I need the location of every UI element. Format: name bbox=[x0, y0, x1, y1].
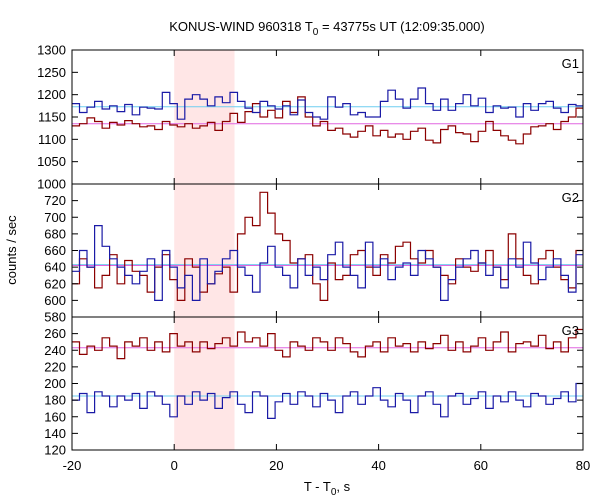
panel-g3-y-tick-label: 240 bbox=[44, 343, 66, 358]
x-tick-label: 20 bbox=[269, 458, 283, 473]
x-tick-label: 0 bbox=[171, 458, 178, 473]
chart-title-subscript: 0 bbox=[313, 27, 319, 38]
panel-g3-blue-series bbox=[72, 382, 583, 419]
x-axis-label-subscript: 0 bbox=[331, 487, 337, 498]
panel-g2-blue-series bbox=[72, 225, 583, 301]
panel-g1-blue-series bbox=[72, 87, 583, 120]
panel-g1-y-tick-label: 1250 bbox=[37, 65, 66, 80]
panel-g2-y-tick-label: 640 bbox=[44, 260, 66, 275]
x-tick-label: 40 bbox=[371, 458, 385, 473]
panel-g3-y-tick-label: 260 bbox=[44, 326, 66, 341]
panel-g2-y-tick-label: 600 bbox=[44, 293, 66, 308]
panel-g3-frame bbox=[71, 316, 584, 451]
panel-g2-y-tick-label: 680 bbox=[44, 226, 66, 241]
panel-g3-y-tick-label: 220 bbox=[44, 359, 66, 374]
panel-g3-y-tick-label: 160 bbox=[44, 409, 66, 424]
panel-g2-y-tick-label: 720 bbox=[44, 193, 66, 208]
chart-title-suffix: = 43775s UT (12:09:35.000) bbox=[318, 19, 484, 34]
panel-g3-y-tick-label: 200 bbox=[44, 376, 66, 391]
panel-g2-red-series bbox=[72, 191, 583, 301]
y-axis-label: counts / sec bbox=[4, 215, 19, 285]
panel-g1-label: G1 bbox=[562, 56, 579, 71]
x-tick-label: 60 bbox=[474, 458, 488, 473]
panel-g3-y-tick-label: 180 bbox=[44, 393, 66, 408]
panel-g3-y-tick-label: 120 bbox=[44, 443, 66, 458]
panel-g3-red-series bbox=[72, 328, 583, 360]
plot-area: 1000105011001150120012501300G15806006206… bbox=[37, 43, 590, 474]
x-tick-label: 80 bbox=[576, 458, 590, 473]
x-tick-label: -20 bbox=[63, 458, 82, 473]
panel-g3-y-tick-label: 140 bbox=[44, 426, 66, 441]
panel-g2-y-tick-label: 580 bbox=[44, 310, 66, 325]
panel-g1-y-tick-label: 1100 bbox=[38, 132, 66, 147]
panel-g2-y-tick-label: 660 bbox=[44, 243, 66, 258]
panel-g1-y-tick-label: 1050 bbox=[37, 154, 66, 169]
panel-g1-y-tick-label: 1300 bbox=[37, 43, 66, 58]
panel-g1-red-series bbox=[72, 96, 583, 145]
panel-g1-y-tick-label: 1150 bbox=[38, 110, 66, 125]
chart-title: KONUS-WIND 960318 T0 = 43775s UT (12:09:… bbox=[169, 19, 484, 38]
x-axis-label: T - T0, s bbox=[304, 479, 351, 498]
panel-g1-y-tick-label: 1000 bbox=[37, 177, 66, 192]
panel-g1-y-tick-label: 1200 bbox=[37, 87, 66, 102]
panel-g3-label: G3 bbox=[562, 323, 579, 338]
chart-title-prefix: KONUS-WIND 960318 T bbox=[169, 19, 313, 34]
panel-g2-label: G2 bbox=[562, 190, 579, 205]
panel-g2-y-tick-label: 700 bbox=[44, 210, 66, 225]
x-axis-label-prefix: T - T bbox=[304, 479, 331, 494]
panel-g2-y-tick-label: 620 bbox=[44, 276, 66, 291]
x-axis-label-suffix: , s bbox=[336, 479, 350, 494]
trigger-interval-band bbox=[174, 50, 235, 450]
